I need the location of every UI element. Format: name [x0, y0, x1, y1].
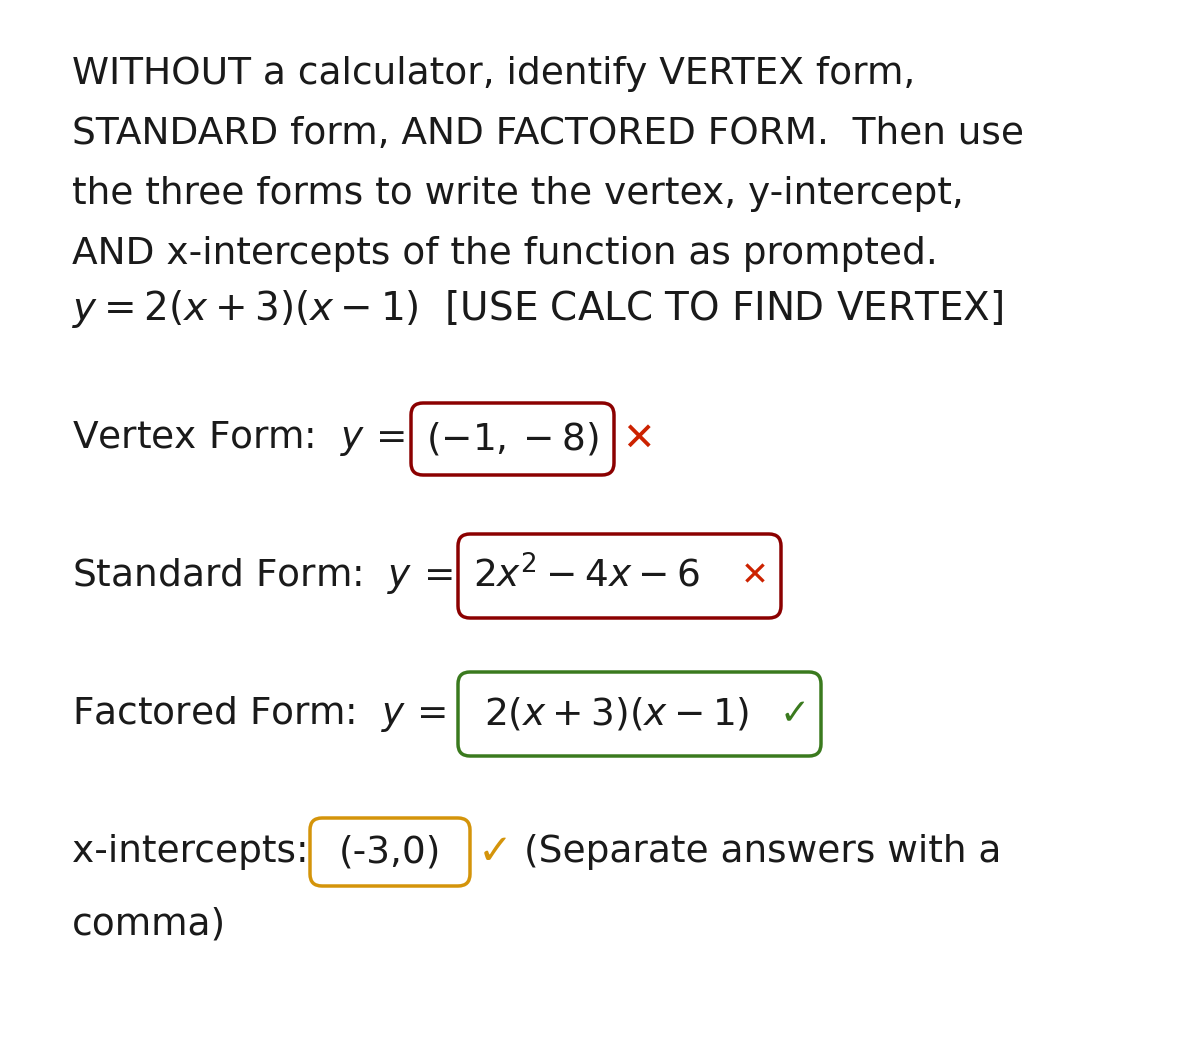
Text: $(-1,-8)$: $(-1,-8)$ — [426, 421, 599, 457]
FancyBboxPatch shape — [458, 533, 781, 618]
Text: the three forms to write the vertex, y-intercept,: the three forms to write the vertex, y-i… — [72, 176, 964, 212]
Text: AND x-intercepts of the function as prompted.: AND x-intercepts of the function as prom… — [72, 236, 937, 272]
Text: Standard Form:  $y\,=$: Standard Form: $y\,=$ — [72, 556, 452, 596]
Text: x-intercepts:: x-intercepts: — [72, 834, 320, 870]
Text: ✕: ✕ — [622, 420, 654, 458]
FancyBboxPatch shape — [412, 403, 614, 475]
Text: (-3,0): (-3,0) — [338, 834, 442, 870]
FancyBboxPatch shape — [458, 672, 821, 756]
Text: Vertex Form:  $y\,=$: Vertex Form: $y\,=$ — [72, 420, 406, 458]
Text: Factored Form:  $y\,=$: Factored Form: $y\,=$ — [72, 694, 446, 734]
FancyBboxPatch shape — [310, 818, 470, 886]
Text: ✓: ✓ — [478, 831, 512, 873]
Text: WITHOUT a calculator, identify VERTEX form,: WITHOUT a calculator, identify VERTEX fo… — [72, 56, 916, 92]
Text: $2(x+3)(x-1)$: $2(x+3)(x-1)$ — [485, 695, 750, 733]
Text: STANDARD form, AND FACTORED FORM.  Then use: STANDARD form, AND FACTORED FORM. Then u… — [72, 116, 1024, 152]
Text: $y = 2(x+3)(x-1)$  [USE CALC TO FIND VERTEX]: $y = 2(x+3)(x-1)$ [USE CALC TO FIND VERT… — [72, 288, 1003, 330]
Text: comma): comma) — [72, 906, 226, 942]
Text: $2x^2-4x-6$: $2x^2-4x-6$ — [474, 556, 701, 595]
Text: ✓: ✓ — [780, 697, 810, 731]
Text: ✕: ✕ — [742, 560, 769, 593]
Text: (Separate answers with a: (Separate answers with a — [524, 834, 1001, 870]
